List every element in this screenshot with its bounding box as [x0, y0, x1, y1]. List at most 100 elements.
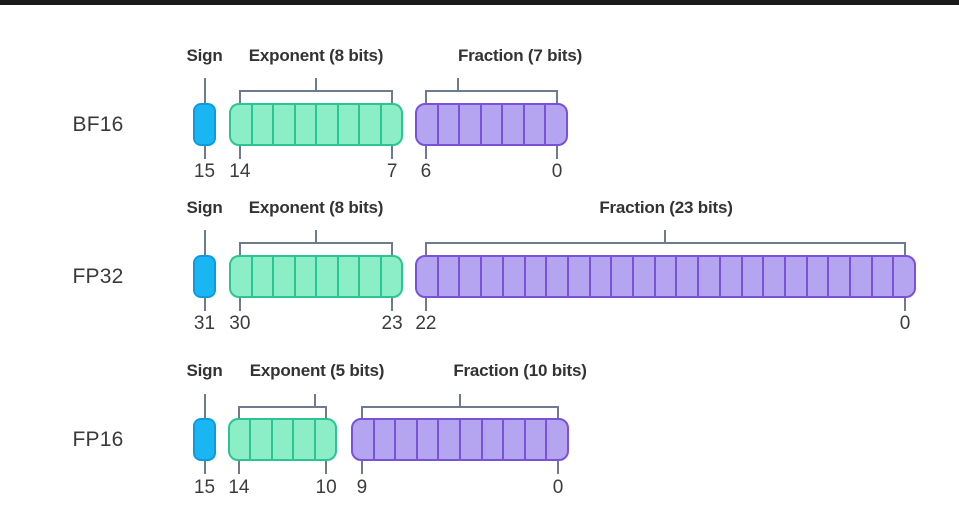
- bit-tick: [424, 298, 427, 311]
- fraction-msb-index: 22: [415, 313, 437, 334]
- exponent-lsb-index: 7: [386, 161, 398, 182]
- sign-anchor-line: [203, 230, 206, 255]
- sign-anchor-line: [203, 78, 206, 103]
- bit-cell: [569, 257, 591, 296]
- bit-cell: [634, 257, 656, 296]
- exponent-block: [229, 103, 403, 146]
- bit-cell: [439, 420, 461, 459]
- bit-cell: [786, 257, 808, 296]
- bit-cell: [251, 420, 273, 459]
- label-tick: [314, 394, 316, 406]
- bit-cell: [591, 257, 613, 296]
- bit-cell: [483, 420, 505, 459]
- bit-cell: [699, 257, 721, 296]
- bit-cell: [317, 105, 339, 144]
- sign-bit-cell: [193, 418, 216, 461]
- bit-cell: [482, 257, 504, 296]
- label-tick: [459, 394, 461, 406]
- bit-tick: [391, 298, 394, 311]
- label-tick: [664, 230, 666, 242]
- bit-tick: [238, 298, 241, 311]
- bit-cell: [526, 257, 548, 296]
- fraction-msb-index: 9: [356, 477, 368, 498]
- fraction-block: [351, 418, 569, 461]
- bit-tick: [203, 461, 206, 474]
- sign-bit-index: 31: [193, 313, 216, 334]
- row-label: BF16: [72, 112, 124, 136]
- bit-tick: [360, 461, 363, 474]
- top-border-bar: [0, 0, 959, 5]
- bit-cell: [274, 105, 296, 144]
- bit-cell: [439, 257, 461, 296]
- sign-label: Sign: [186, 46, 223, 65]
- bit-cell: [253, 105, 274, 144]
- bit-cell: [382, 105, 402, 144]
- bit-tick: [391, 146, 394, 159]
- fraction-lsb-index: 0: [552, 477, 564, 498]
- fraction-lsb-index: 0: [551, 161, 563, 182]
- label-tick: [457, 78, 459, 90]
- bit-cell: [504, 257, 526, 296]
- sign-bit-index: 15: [193, 477, 216, 498]
- bit-tick: [325, 461, 328, 474]
- exponent-bracket: [238, 90, 394, 103]
- bit-cell: [546, 105, 566, 144]
- bit-cell: [296, 257, 317, 296]
- exponent-block: [228, 418, 337, 461]
- label-tick: [315, 230, 317, 242]
- sign-label: Sign: [186, 198, 223, 217]
- sign-bit-cell: [193, 255, 216, 298]
- exponent-block: [229, 255, 403, 298]
- bit-cell: [829, 257, 852, 296]
- bit-cell: [294, 420, 316, 459]
- bit-cell: [418, 420, 440, 459]
- bit-cell: [231, 257, 253, 296]
- bit-tick: [203, 146, 206, 159]
- exponent-bracket: [238, 242, 394, 255]
- bit-cell: [396, 420, 418, 459]
- bit-cell: [360, 105, 382, 144]
- bit-cell: [353, 420, 375, 459]
- bit-cell: [656, 257, 678, 296]
- bit-cell: [417, 257, 439, 296]
- bit-tick: [238, 146, 241, 159]
- bit-cell: [482, 105, 504, 144]
- row-label: FP16: [72, 427, 124, 451]
- fraction-bracket: [424, 242, 907, 255]
- bit-cell: [439, 105, 461, 144]
- bit-cell: [316, 420, 335, 459]
- bit-cell: [274, 257, 296, 296]
- bit-cell: [460, 105, 482, 144]
- row-label: FP32: [72, 264, 124, 288]
- bit-cell: [677, 257, 700, 296]
- bit-cell: [547, 257, 569, 296]
- bit-cell: [253, 257, 274, 296]
- fraction-bracket: [360, 406, 560, 418]
- sign-bit-index: 15: [193, 161, 216, 182]
- exponent-label: Exponent (5 bits): [249, 361, 385, 380]
- fraction-bracket: [424, 90, 559, 103]
- fraction-block: [415, 255, 916, 298]
- bit-cell: [273, 420, 295, 459]
- bit-cell: [296, 105, 317, 144]
- bit-cell: [460, 257, 483, 296]
- bit-cell: [461, 420, 483, 459]
- bit-cell: [873, 257, 895, 296]
- bit-cell: [764, 257, 786, 296]
- bit-cell: [526, 420, 548, 459]
- exponent-msb-index: 30: [229, 313, 251, 334]
- exponent-lsb-index: 23: [381, 313, 403, 334]
- bit-cell: [230, 420, 252, 459]
- exponent-bracket: [237, 406, 328, 418]
- bit-cell: [851, 257, 873, 296]
- fraction-label: Fraction (23 bits): [599, 198, 733, 217]
- fraction-lsb-index: 0: [899, 313, 911, 334]
- bit-tick: [557, 461, 560, 474]
- exponent-label: Exponent (8 bits): [248, 46, 384, 65]
- bit-cell: [339, 105, 360, 144]
- bit-cell: [525, 105, 547, 144]
- bit-cell: [503, 105, 525, 144]
- bit-cell: [504, 420, 526, 459]
- sign-label: Sign: [186, 361, 223, 380]
